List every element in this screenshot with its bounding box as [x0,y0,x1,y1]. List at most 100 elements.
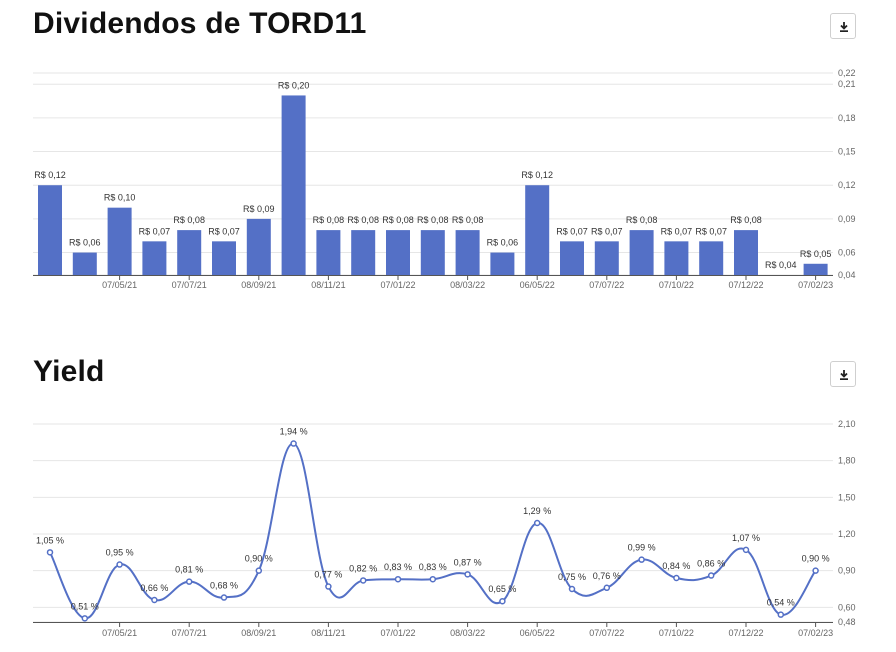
x-tick-label: 07/05/21 [102,628,137,638]
yield-data-label: 1,94 % [280,427,308,437]
x-tick-label: 07/02/23 [798,628,833,638]
bar [281,95,306,275]
yield-point [707,572,715,579]
yield-data-label: 0,54 % [767,598,795,608]
x-tick-label: 08/09/21 [241,280,276,290]
y-tick-label: 0,48 [838,617,856,627]
x-tick-label: 08/11/21 [311,628,345,638]
yield-data-label: 0,76 % [593,571,621,581]
yield-data-label: 1,29 % [523,506,551,516]
yield-data-label: 0,95 % [106,548,134,558]
yield-point [464,571,471,578]
yield-point [325,583,332,590]
y-tick-label: 0,04 [838,270,856,280]
bar [455,230,480,275]
x-tick-label: 07/07/22 [589,280,624,290]
bar [72,252,97,275]
dividends-chart-title: Dividendos de TORD11 [33,7,367,40]
download-yield-button[interactable] [830,361,856,387]
bar-data-label: R$ 0,08 [626,215,658,225]
y-tick-label: 0,60 [838,602,856,612]
yield-point [290,440,297,447]
yield-point [81,615,89,622]
yield-data-label: 0,87 % [454,557,482,567]
yield-data-label: 0,84 % [662,561,690,571]
x-tick-label: 07/10/22 [659,280,694,290]
bar-data-label: R$ 0,20 [278,80,310,90]
yield-data-label: 0,66 % [140,583,168,593]
bar-data-label: R$ 0,08 [313,215,345,225]
bar [212,241,236,275]
bar-data-label: R$ 0,12 [34,170,66,180]
bar-data-label: R$ 0,05 [800,249,832,259]
y-tick-label: 0,90 [838,566,856,576]
bar [594,241,619,275]
bar [177,230,202,275]
bar-data-label: R$ 0,08 [173,215,205,225]
yield-point [533,519,541,527]
x-tick-label: 07/07/21 [172,628,207,638]
yield-point [220,594,228,601]
yield-point [499,597,506,605]
yield-data-label: 0,90 % [245,554,273,564]
x-tick-label: 06/05/22 [520,280,555,290]
bar-data-label: R$ 0,12 [521,170,553,180]
x-tick-label: 07/07/21 [172,280,207,290]
y-tick-label: 2,10 [838,419,856,429]
bar [142,241,167,275]
yield-point [742,546,750,554]
yield-point [777,611,785,618]
bar-data-label: R$ 0,07 [208,226,240,236]
bar [420,230,445,275]
bar-data-label: R$ 0,09 [243,204,275,214]
y-tick-label: 0,22 [838,68,856,78]
y-tick-label: 1,50 [838,492,856,502]
x-tick-label: 08/03/22 [450,280,485,290]
yield-data-label: 0,86 % [697,559,725,569]
yield-point [151,596,158,604]
yield-point [185,578,193,585]
y-tick-label: 1,80 [838,456,856,466]
x-tick-label: 08/11/21 [311,280,345,290]
bar-data-label: R$ 0,08 [347,215,379,225]
bar [525,185,550,275]
bar-data-label: R$ 0,07 [556,226,588,236]
yield-point [673,574,680,582]
yield-point [429,575,437,583]
yield-data-label: 0,75 % [558,572,586,582]
dividends-bar-chart: 0,04 0,06 0,09 0,12 0,15 0,18 0,210,22 07/05/21… [33,68,856,290]
bar-data-label: R$ 0,07 [139,226,171,236]
yield-data-label: 0,77 % [314,570,342,580]
bar [734,230,758,275]
yield-data-label: 0,51 % [71,601,99,611]
y-tick-label: 1,20 [838,529,856,539]
x-tick-label: 07/10/22 [659,628,694,638]
yield-data-label: 0,99 % [628,543,656,553]
yield-data-label: 0,90 % [802,554,830,564]
y-tick-label: 0,12 [838,180,856,190]
x-tick-label: 07/02/23 [798,280,833,290]
y-tick-label: 0,21 [838,79,856,89]
yield-point [255,567,263,574]
bar [38,185,62,275]
download-icon [840,22,848,32]
bar [386,230,410,275]
y-tick-label: 0,06 [838,248,856,258]
download-dividends-button[interactable] [830,13,856,39]
x-tick-label: 08/03/22 [450,628,485,638]
bar [803,263,828,275]
bar-data-label: R$ 0,07 [591,226,623,236]
bar-data-label: R$ 0,04 [765,260,797,270]
yield-point [359,577,367,584]
bar-data-label: R$ 0,07 [695,226,727,236]
yield-data-label: 0,68 % [210,581,238,591]
yield-data-label: 1,05 % [36,535,64,545]
bar [246,218,271,275]
x-tick-label: 07/01/22 [380,280,415,290]
yield-data-label: 0,81 % [175,565,203,575]
x-tick-label: 07/12/22 [728,628,763,638]
bar-data-label: R$ 0,08 [417,215,449,225]
bar [316,230,341,275]
x-tick-label: 07/07/22 [589,628,624,638]
y-tick-label: 0,15 [838,147,856,157]
